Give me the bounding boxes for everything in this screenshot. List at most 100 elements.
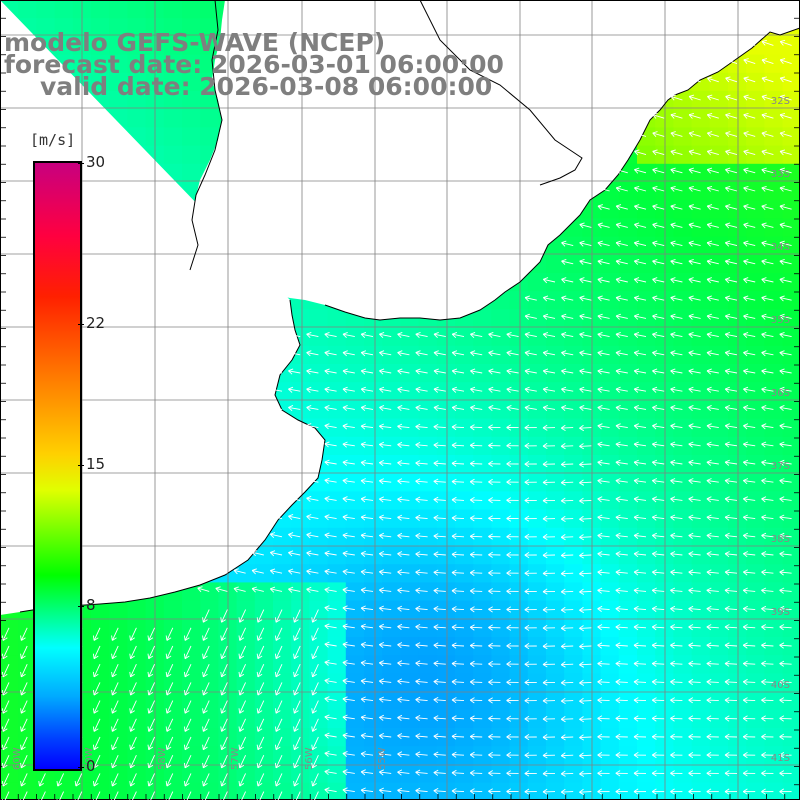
wind-arrow-head: [779, 297, 784, 302]
wind-arrow-head: [724, 388, 730, 393]
wind-arrow-head: [761, 205, 766, 211]
wind-arrow-head: [779, 699, 784, 704]
wind-arrow-head: [688, 278, 693, 284]
wind-cell: [600, 327, 620, 347]
wind-arrow: [415, 644, 428, 647]
wind-cell: [18, 655, 37, 674]
wind-cell: [709, 436, 729, 456]
wind-arrow: [312, 718, 319, 732]
wind-arrow-head: [183, 690, 186, 696]
wind-arrow-head: [451, 699, 457, 704]
wind-cell: [709, 327, 729, 347]
wind-arrow-head: [342, 477, 348, 481]
wind-arrow: [652, 260, 665, 265]
wind-cell: [400, 618, 420, 638]
wind-cell: [418, 491, 438, 511]
wind-arrow-head: [761, 370, 766, 375]
wind-arrow-head: [707, 41, 711, 46]
wind-cell: [527, 291, 547, 310]
wind-arrow: [633, 681, 647, 683]
wind-arrow-head: [197, 587, 202, 593]
wind-cell: [163, 91, 183, 110]
wind-cell: [291, 764, 310, 784]
wind-arrow: [324, 679, 337, 683]
wind-arrow-head: [670, 551, 676, 555]
wind-arrow-head: [633, 642, 639, 646]
wind-arrow-head: [324, 532, 330, 536]
wind-arrow-head: [524, 606, 530, 611]
wind-arrow: [761, 571, 774, 574]
wind-cell: [764, 673, 784, 693]
wind-arrow-head: [288, 441, 294, 444]
wind-cell: [364, 564, 383, 583]
wind-arrow: [306, 497, 319, 501]
wind-arrow: [233, 478, 246, 483]
wind-arrow-head: [706, 187, 711, 192]
wind-arrow-head: [451, 681, 457, 685]
wind-cell: [109, 637, 128, 656]
wind-arrow: [725, 406, 738, 410]
wind-arrow: [324, 552, 337, 556]
wind-arrow: [561, 681, 574, 684]
wind-arrow: [579, 590, 592, 593]
wind-arrow: [779, 406, 792, 410]
wind-cell: [546, 600, 565, 620]
wind-cell: [345, 527, 365, 547]
wind-cell: [309, 364, 329, 383]
wind-arrow: [725, 571, 738, 574]
wind-arrow: [688, 150, 701, 156]
wind-cell: [728, 691, 747, 711]
wind-arrow-head: [579, 368, 585, 372]
wind-cell: [618, 400, 638, 420]
wind-arrow: [470, 370, 483, 374]
wind-arrow-head: [275, 637, 281, 641]
wind-arrow-head: [433, 478, 439, 482]
wind-arrow-head: [293, 708, 295, 714]
wind-arrow: [652, 114, 665, 119]
wind-cell: [345, 655, 365, 674]
wind-cell: [600, 254, 620, 274]
wind-arrow-head: [342, 623, 348, 627]
wind-arrow: [779, 223, 792, 228]
wind-arrow: [724, 681, 738, 683]
wind-arrow-head: [725, 169, 730, 174]
wind-arrow-head: [488, 499, 493, 504]
wind-arrow: [166, 736, 174, 750]
wind-arrow-head: [670, 678, 676, 683]
wind-cell: [182, 109, 201, 128]
wind-arrow-head: [324, 534, 329, 539]
wind-arrow-head: [542, 463, 548, 468]
wind-cell: [418, 728, 438, 747]
wind-arrow-head: [560, 482, 566, 486]
wind-arrow: [615, 480, 628, 483]
wind-arrow-head: [615, 277, 621, 280]
wind-arrow-head: [670, 589, 675, 594]
wind-arrow: [306, 479, 319, 483]
wind-arrow: [288, 388, 301, 392]
wind-arrow-head: [506, 681, 512, 686]
wind-cell: [309, 527, 329, 547]
wind-cell: [455, 618, 474, 638]
wind-arrow-head: [743, 333, 748, 339]
wind-arrow-head: [506, 518, 512, 522]
wind-arrow-head: [761, 4, 766, 10]
wind-cell: [418, 673, 438, 693]
wind-arrow: [361, 552, 374, 556]
wind-arrow: [397, 626, 410, 629]
wind-arrow-head: [147, 671, 150, 677]
wind-cell: [673, 527, 693, 547]
wind-arrow: [579, 445, 592, 447]
wind-arrow-head: [743, 242, 748, 247]
wind-arrow: [306, 370, 319, 374]
wind-arrow-head: [724, 478, 730, 481]
wind-arrow-head: [579, 427, 585, 432]
wind-arrow-head: [202, 744, 204, 750]
wind-arrow: [779, 315, 792, 319]
wind-arrow: [707, 77, 719, 83]
wind-arrow-head: [597, 678, 603, 683]
wind-arrow-head: [688, 699, 693, 704]
wind-arrow: [706, 498, 719, 501]
wind-arrow: [379, 480, 392, 483]
wind-cell: [600, 382, 620, 401]
wind-arrow-head: [165, 635, 168, 641]
